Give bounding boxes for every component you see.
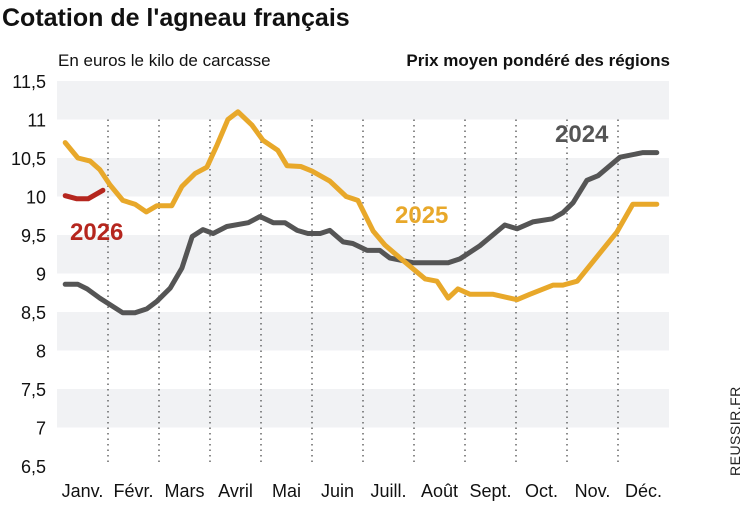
x-tick-label: Janv.: [62, 481, 104, 501]
y-tick-label: 9: [36, 265, 46, 285]
x-axis-ticks: Janv. Févr. Mars Avril Mai Juin Juill. Août Sept…: [62, 481, 662, 501]
y-tick-label: 6,5: [21, 457, 46, 477]
series-line-2026: [62, 187, 106, 202]
grid-band: [57, 81, 669, 120]
x-tick-label: Juin: [321, 481, 354, 501]
x-tick-label: Nov.: [575, 481, 611, 501]
x-tick-label: Févr.: [113, 481, 153, 501]
y-tick-label: 11,5: [12, 72, 46, 92]
chart-subtitle-unit: En euros le kilo de carcasse: [58, 51, 271, 70]
y-axis-ticks: 11,5 11 10,5 10 9,5 9 8,5 8 7,5 7 6,5: [11, 72, 46, 477]
chart-title: Cotation de l'agneau français: [2, 4, 350, 32]
series-label-2026: 2026: [70, 219, 123, 246]
x-tick-label: Sept.: [469, 481, 511, 501]
credit: REUSSIR.FR: [727, 386, 743, 476]
y-tick-label: 11: [27, 111, 46, 131]
y-tick-label: 10,5: [11, 149, 46, 169]
y-tick-label: 8: [36, 342, 46, 362]
y-tick-label: 10: [26, 188, 46, 208]
series-line-2025: [62, 109, 660, 303]
series-lines: [62, 109, 660, 316]
series-label-2025: 2025: [395, 202, 448, 229]
x-tick-label: Oct.: [525, 481, 558, 501]
y-tick-label: 8,5: [21, 303, 46, 323]
y-tick-label: 7,5: [21, 380, 46, 400]
series-label-2024: 2024: [555, 121, 609, 148]
x-tick-label: Juill.: [370, 481, 406, 501]
chart-subtitle-source: Prix moyen pondéré des régions: [406, 51, 670, 70]
x-tick-label: Mars: [165, 481, 205, 501]
x-tick-label: Mai: [272, 481, 301, 501]
y-tick-label: 7: [36, 419, 46, 439]
x-tick-label: Déc.: [625, 481, 662, 501]
x-tick-label: Août: [421, 481, 458, 501]
series-line-2024: [62, 150, 660, 316]
x-tick-label: Avril: [218, 481, 253, 501]
y-tick-label: 9,5: [21, 226, 46, 246]
